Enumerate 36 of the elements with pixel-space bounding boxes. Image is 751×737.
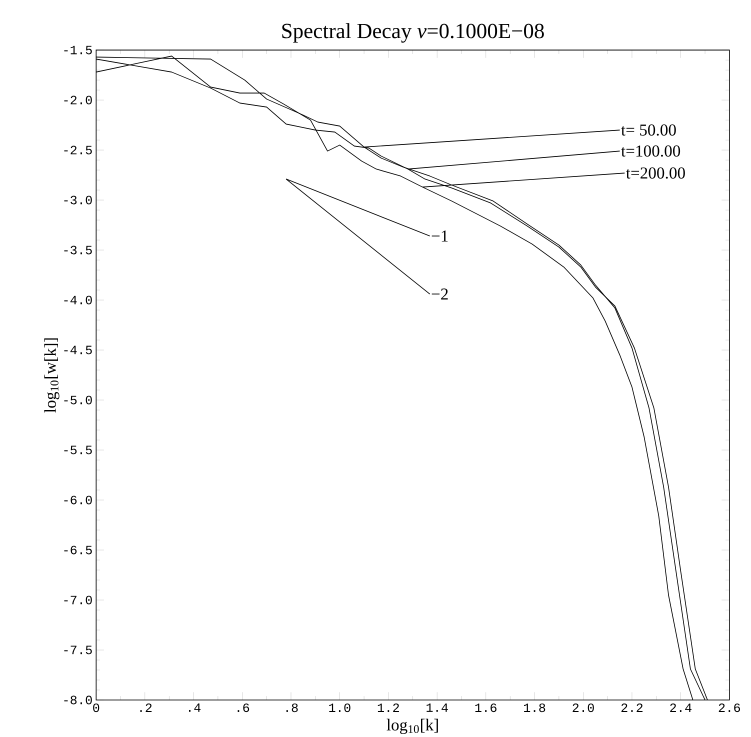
x-axis-title: log$_{10}$[k] (386, 718, 438, 734)
x-tick-label: 1.4 (426, 703, 448, 712)
x-tick-label: .6 (238, 703, 250, 712)
y-tick-label: -6.5 (64, 546, 92, 554)
y-tick-label: -7.0 (64, 596, 92, 604)
y-tick-label: -5.5 (64, 446, 92, 454)
x-tick-label: 0 (93, 703, 100, 712)
x-tick-label: 1.0 (329, 703, 350, 712)
y-tick-label: -2.0 (64, 96, 92, 104)
series-label: t= 50.00 (621, 124, 676, 136)
x-tick-label: 1.2 (378, 703, 399, 712)
x-tick-label: .4 (189, 703, 201, 712)
y-tick-label: -4.0 (64, 296, 92, 304)
x-tick-label: 1.8 (524, 703, 546, 712)
x-tick-label: 1.6 (475, 703, 496, 712)
chart-title: Spectral Decay ν=0.1000E−08 (282, 22, 544, 43)
y-tick-label: -8.0 (64, 696, 92, 704)
y-tick-label: -3.0 (64, 196, 92, 204)
y-tick-label: -6.0 (64, 496, 92, 504)
x-tick-label: 2.4 (670, 703, 692, 712)
y-tick-label: -2.5 (64, 146, 92, 154)
x-tick-label: 2.2 (621, 703, 643, 712)
x-tick-label: .2 (140, 703, 152, 712)
x-tick-label: 2.6 (718, 703, 740, 712)
series-label: t=200.00 (626, 167, 685, 179)
series-label: −1 (432, 230, 448, 242)
y-tick-label: -1.5 (64, 46, 92, 54)
x-tick-label: 2.0 (572, 703, 594, 712)
y-axis-title: log$_{10}$[w[k]] (44, 338, 60, 412)
x-tick-label: .8 (286, 703, 298, 712)
series-label: −2 (432, 288, 448, 300)
y-tick-label: -4.5 (64, 346, 92, 354)
series-label: t=100.00 (621, 145, 680, 157)
y-tick-label: -5.0 (64, 396, 92, 404)
y-tick-label: -3.5 (64, 246, 92, 254)
y-tick-label: -7.5 (64, 646, 92, 654)
